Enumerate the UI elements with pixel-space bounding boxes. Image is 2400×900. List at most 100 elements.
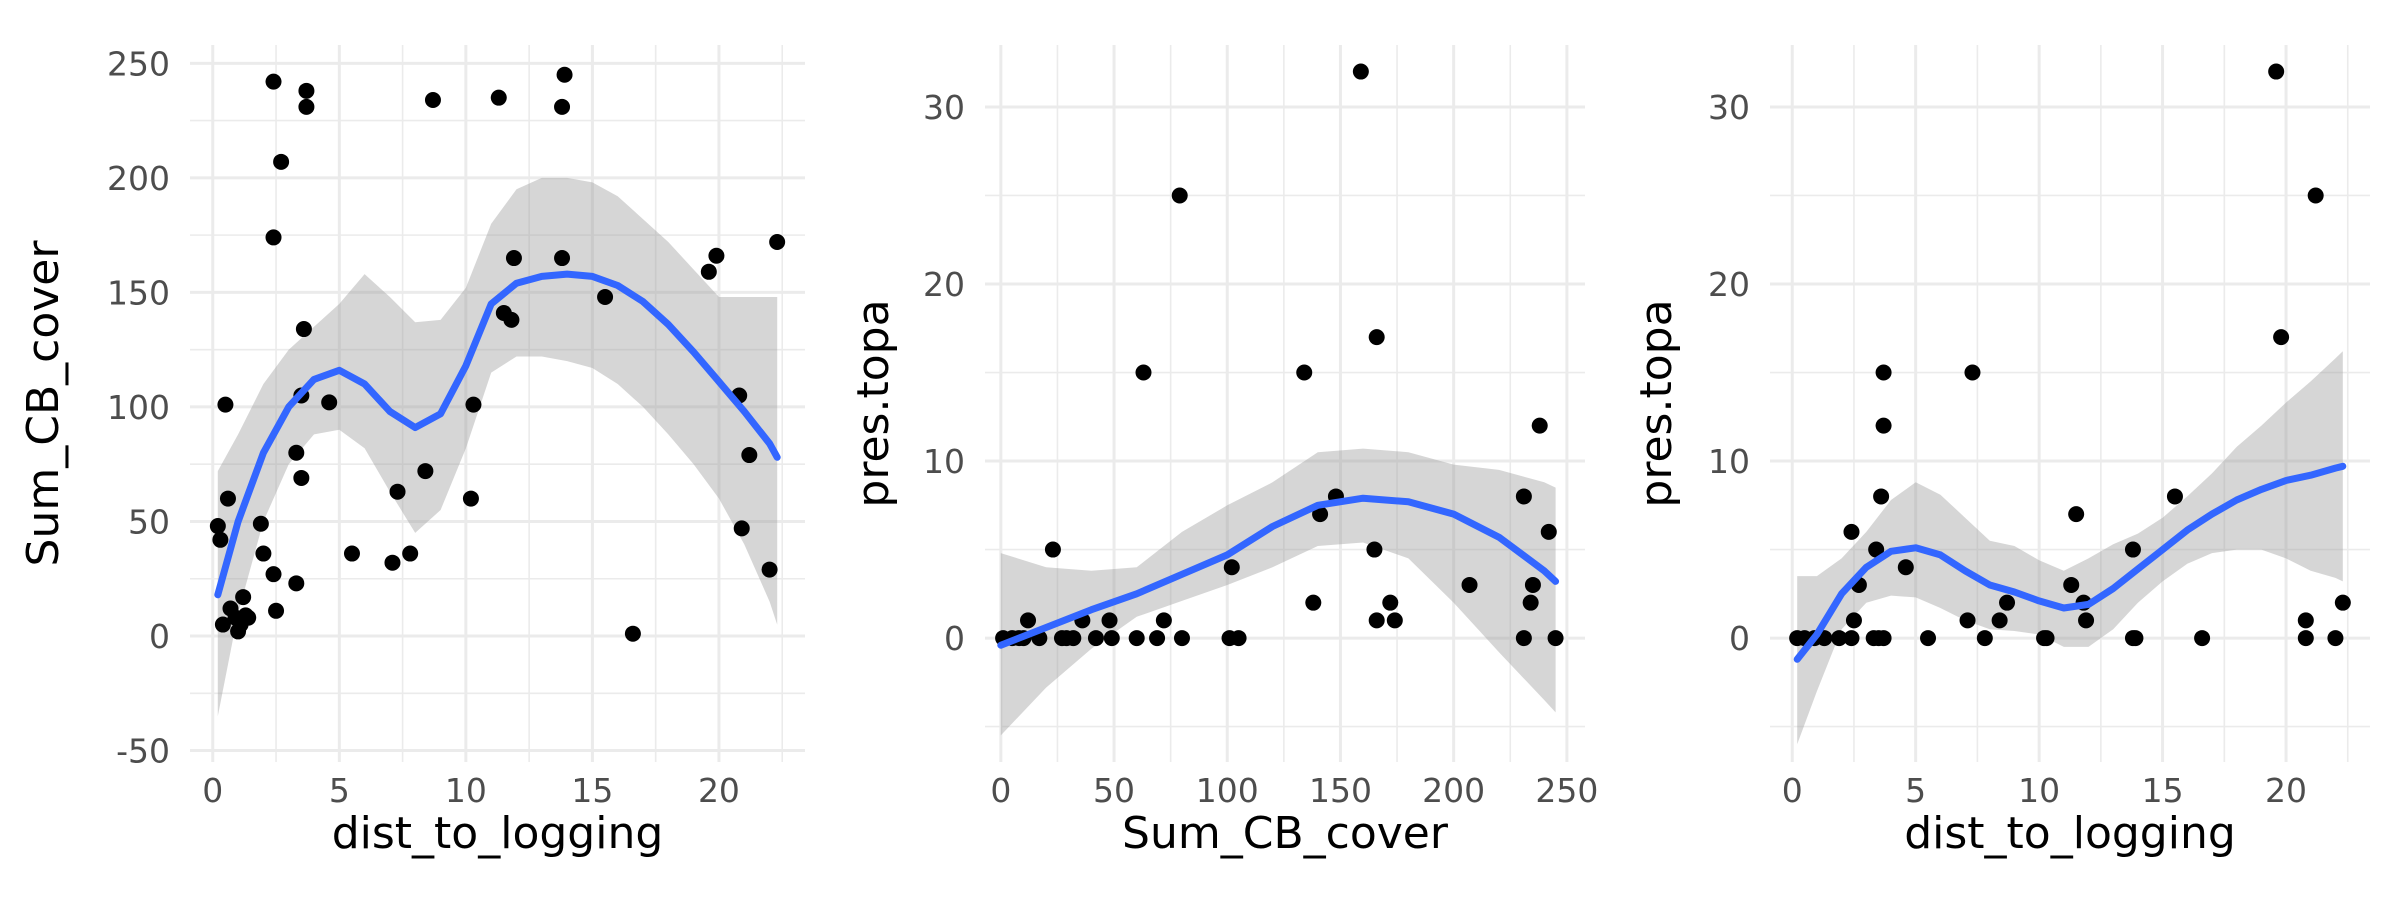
data-point	[1959, 612, 1976, 629]
data-point	[1366, 541, 1383, 558]
data-point	[1312, 506, 1329, 523]
data-point	[2297, 612, 2314, 629]
data-point	[597, 288, 614, 305]
data-points	[995, 63, 1564, 647]
data-point	[1845, 612, 1862, 629]
data-point	[465, 396, 482, 413]
data-point	[708, 247, 725, 264]
x-tick-label: 15	[2142, 771, 2184, 810]
data-point	[288, 444, 305, 461]
x-axis-title: dist_to_logging	[1904, 808, 2236, 859]
data-point	[1873, 488, 1890, 505]
confidence-band	[217, 177, 778, 717]
y-tick-label: 20	[1708, 265, 1750, 304]
x-tick-label: 15	[571, 771, 613, 810]
data-point	[1382, 594, 1399, 611]
y-axis-title: pres.topa	[848, 299, 899, 507]
data-point	[402, 545, 419, 562]
data-point	[1875, 364, 1892, 381]
data-point	[209, 518, 226, 535]
gridlines	[1770, 45, 2370, 762]
data-point	[1524, 576, 1541, 593]
y-tick-label: 10	[1708, 442, 1750, 481]
tick-labels: 0 5 10 15 20 0 10 20 30	[1708, 88, 2307, 810]
x-tick-label: 0	[990, 771, 1011, 810]
data-point	[741, 447, 758, 464]
data-point	[298, 82, 315, 99]
data-point	[556, 66, 573, 83]
data-point	[1352, 63, 1369, 80]
data-point	[769, 234, 786, 251]
y-tick-label: 50	[128, 502, 170, 541]
y-tick-label: 0	[149, 617, 170, 656]
data-point	[252, 515, 269, 532]
data-point	[2063, 576, 2080, 593]
data-point	[1173, 630, 1190, 647]
data-point	[1020, 612, 1037, 629]
data-point	[214, 616, 231, 633]
data-point	[2334, 594, 2351, 611]
data-point	[288, 575, 305, 592]
data-point	[1101, 612, 1118, 629]
smooth-fit-line	[1793, 462, 2347, 663]
tick-labels: 0 50 100 150 200 250 0 10 20 30	[923, 88, 1598, 810]
data-point	[265, 229, 282, 246]
data-points	[209, 66, 786, 642]
data-point	[1065, 630, 1082, 647]
x-tick-label: 20	[698, 771, 740, 810]
data-point	[1155, 612, 1172, 629]
y-tick-label: 30	[1708, 88, 1750, 127]
data-point	[1991, 612, 2008, 629]
data-point	[212, 531, 229, 548]
data-point	[2078, 612, 2095, 629]
y-tick-label: 150	[107, 273, 170, 312]
data-point	[2327, 630, 2344, 647]
x-tick-label: 50	[1093, 771, 1135, 810]
data-point	[389, 483, 406, 500]
data-point	[505, 250, 522, 267]
data-point	[1540, 523, 1557, 540]
data-point	[384, 554, 401, 571]
y-tick-label: 30	[923, 88, 965, 127]
data-point	[1843, 523, 1860, 540]
data-point	[700, 263, 717, 280]
data-point	[240, 609, 257, 626]
y-tick-label: 250	[107, 44, 170, 83]
data-point	[1920, 630, 1937, 647]
panel-3: 0 5 10 15 20 0 10 20 30 dist_to_logging pres.topa	[1631, 45, 2370, 859]
data-point	[1875, 417, 1892, 434]
x-axis-title: dist_to_logging	[332, 808, 664, 859]
y-tick-label: 20	[923, 265, 965, 304]
data-point	[424, 91, 441, 108]
y-tick-label: 0	[944, 619, 965, 658]
data-point	[1999, 594, 2016, 611]
data-point	[268, 602, 285, 619]
confidence-band	[1000, 448, 1556, 736]
data-point	[1135, 364, 1152, 381]
data-point	[462, 490, 479, 507]
data-point	[321, 394, 338, 411]
data-point	[298, 98, 315, 115]
data-point	[293, 469, 310, 486]
x-tick-label: 5	[329, 771, 350, 810]
data-point	[1522, 594, 1539, 611]
data-point	[217, 396, 234, 413]
data-point	[1296, 364, 1313, 381]
data-point	[1547, 630, 1564, 647]
smooth-fit-line	[214, 270, 781, 599]
tick-labels: 0 5 10 15 20 -50 0 50 100 150 200 250	[107, 44, 740, 810]
data-point	[1044, 541, 1061, 558]
data-point	[1386, 612, 1403, 629]
data-point	[2166, 488, 2183, 505]
data-point	[2273, 329, 2290, 346]
y-tick-label: 100	[107, 388, 170, 427]
panel-1: 0 5 10 15 20 -50 0 50 100 150 200 250 dist_to_loggin…	[18, 44, 805, 859]
x-tick-label: 0	[202, 771, 223, 810]
data-point	[2124, 541, 2141, 558]
data-point	[1515, 630, 1532, 647]
data-point	[1964, 364, 1981, 381]
x-tick-label: 5	[1905, 771, 1926, 810]
data-point	[219, 490, 236, 507]
data-point	[1368, 329, 1385, 346]
panel-2: 0 50 100 150 200 250 0 10 20 30 Sum_CB_cover pres.t…	[848, 45, 1598, 859]
